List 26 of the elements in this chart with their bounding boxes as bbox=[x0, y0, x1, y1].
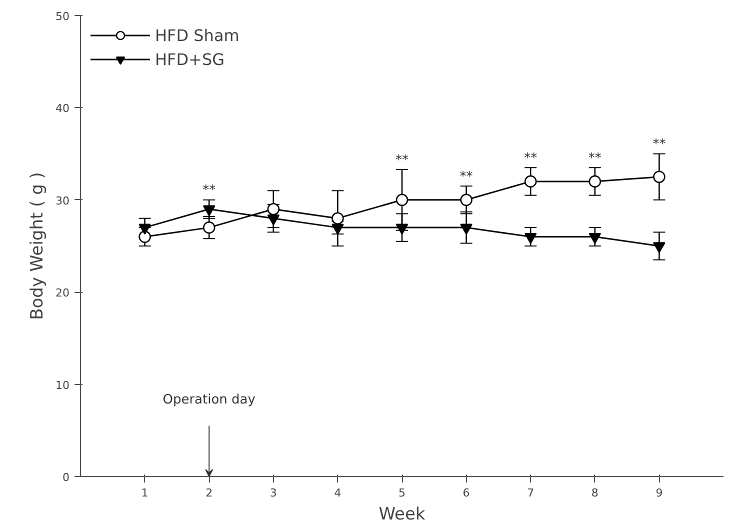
y-tick-label: 40 bbox=[56, 102, 70, 116]
y-tick-label: 10 bbox=[56, 378, 70, 392]
x-tick-label: 2 bbox=[206, 486, 213, 500]
x-tick-label: 5 bbox=[398, 486, 406, 500]
y-tick-label: 0 bbox=[62, 471, 70, 484]
x-axis-title: Week bbox=[378, 504, 426, 524]
x-tick-label: 1 bbox=[141, 486, 148, 500]
annotation: ** bbox=[396, 152, 409, 168]
annotation: Operation day bbox=[162, 392, 256, 408]
y-axis-title: Body Weight ( g ) bbox=[28, 172, 48, 320]
x-tick-label: 6 bbox=[462, 486, 470, 500]
y-tick-label: 20 bbox=[56, 286, 70, 300]
y-tick-label: 30 bbox=[56, 194, 70, 208]
annotation: ** bbox=[652, 137, 666, 152]
annotation: ** bbox=[460, 169, 474, 184]
x-tick-label: 4 bbox=[334, 486, 342, 500]
legend-label: HFD Sham bbox=[155, 26, 240, 44]
legend-label: HFD+SG bbox=[155, 50, 225, 68]
x-tick-label: 3 bbox=[270, 486, 277, 500]
annotation: ** bbox=[588, 150, 602, 166]
x-tick-label: 7 bbox=[527, 486, 534, 500]
x-tick-label: 8 bbox=[591, 486, 598, 500]
annotation: ** bbox=[524, 150, 538, 166]
annotation: ** bbox=[202, 183, 216, 198]
y-tick-label: 50 bbox=[56, 10, 70, 23]
x-tick-label: 9 bbox=[656, 486, 663, 500]
